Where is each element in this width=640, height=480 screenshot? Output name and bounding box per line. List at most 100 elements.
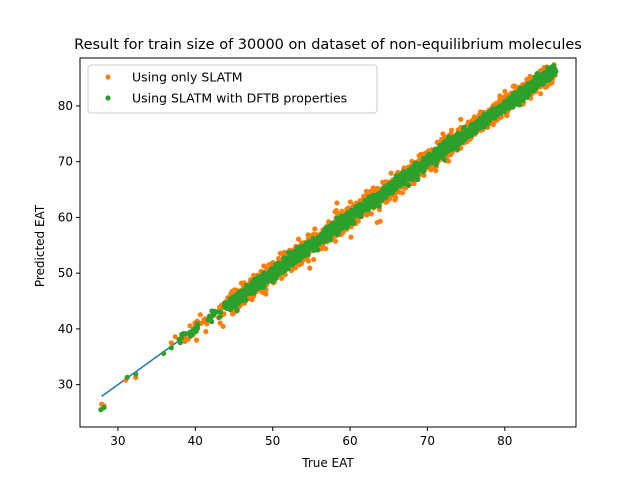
band-point [277, 250, 283, 256]
band-point [312, 226, 318, 232]
data-point [101, 404, 107, 411]
band-point [216, 314, 223, 320]
band-point [187, 323, 193, 329]
band-point [517, 102, 523, 108]
band-point [474, 122, 480, 128]
band-point [305, 232, 311, 238]
data-point [458, 116, 464, 122]
band-point [502, 108, 508, 114]
data-point [425, 160, 431, 166]
y-tick-label: 50 [58, 266, 73, 280]
x-tick-label: 30 [110, 434, 125, 448]
y-tick-label: 30 [58, 378, 73, 392]
data-point [281, 262, 287, 268]
band-point [281, 249, 287, 255]
data-point [370, 199, 376, 205]
band-point [520, 91, 527, 97]
band-point [387, 180, 394, 187]
band-point [320, 236, 327, 242]
x-tick-label: 70 [420, 434, 435, 448]
legend-marker [105, 74, 111, 80]
band-point [426, 151, 432, 158]
data-point [305, 258, 311, 264]
band-point [240, 298, 246, 304]
band-point [406, 182, 412, 188]
data-point [272, 267, 278, 273]
x-tick-label: 40 [188, 434, 203, 448]
band-point [461, 125, 467, 131]
band-point [366, 194, 372, 200]
band-point [510, 83, 516, 89]
band-point [194, 321, 201, 327]
data-point [160, 350, 167, 357]
band-point [218, 309, 224, 315]
axes-frame [79, 57, 577, 428]
y-tick-label: 40 [58, 322, 73, 336]
band-point [433, 168, 439, 174]
band-point [376, 203, 382, 209]
band-point [534, 71, 540, 77]
band-point [456, 133, 462, 139]
band-point [311, 256, 317, 263]
band-point [538, 91, 544, 97]
data-point [305, 243, 311, 250]
band-point [483, 111, 489, 118]
data-point [124, 374, 130, 380]
band-point [346, 219, 352, 225]
band-point [330, 220, 336, 226]
plot-area [98, 62, 559, 413]
band-point [272, 262, 278, 268]
band-point [279, 275, 285, 281]
data-point [343, 215, 349, 221]
band-point [403, 170, 409, 176]
legend-label: Using SLATM with DFTB properties [132, 91, 347, 106]
data-point [263, 273, 270, 279]
data-point [290, 254, 296, 260]
band-point [248, 285, 254, 291]
band-point [418, 166, 424, 172]
data-point [470, 124, 476, 130]
band-point [539, 80, 545, 86]
band-point [547, 74, 554, 80]
band-point [467, 130, 473, 136]
data-point [379, 189, 385, 195]
data-point [297, 251, 303, 257]
band-point [334, 211, 340, 217]
band-point [492, 115, 498, 121]
band-point [399, 190, 406, 196]
band-point [392, 197, 398, 203]
band-point [356, 211, 362, 217]
band-point [204, 321, 210, 327]
band-point [433, 162, 439, 168]
band-point [526, 92, 532, 98]
data-point [516, 94, 522, 100]
band-point [335, 229, 341, 235]
data-point [389, 185, 395, 191]
band-point [363, 188, 369, 194]
data-point [525, 85, 531, 91]
data-point [208, 319, 215, 325]
data-point [489, 111, 495, 117]
band-point [348, 234, 354, 240]
band-point [310, 236, 316, 242]
data-point [176, 336, 182, 343]
band-point [278, 266, 284, 272]
data-point [407, 172, 414, 178]
band-point [448, 127, 455, 133]
band-point [206, 313, 213, 319]
data-point [416, 162, 422, 169]
data-point [361, 203, 367, 209]
data-point [444, 146, 450, 152]
band-point [201, 317, 207, 323]
band-point [368, 211, 374, 217]
legend: Using only SLATM Using SLATM with DFTB pr… [87, 64, 378, 114]
x-tick-label: 50 [265, 434, 280, 448]
band-point [197, 312, 203, 318]
data-point [172, 334, 178, 340]
band-point [504, 112, 510, 119]
x-tick-label: 60 [342, 434, 357, 448]
data-point [243, 288, 249, 294]
data-point [543, 71, 550, 77]
band-point [203, 328, 209, 335]
band-point [233, 298, 239, 304]
